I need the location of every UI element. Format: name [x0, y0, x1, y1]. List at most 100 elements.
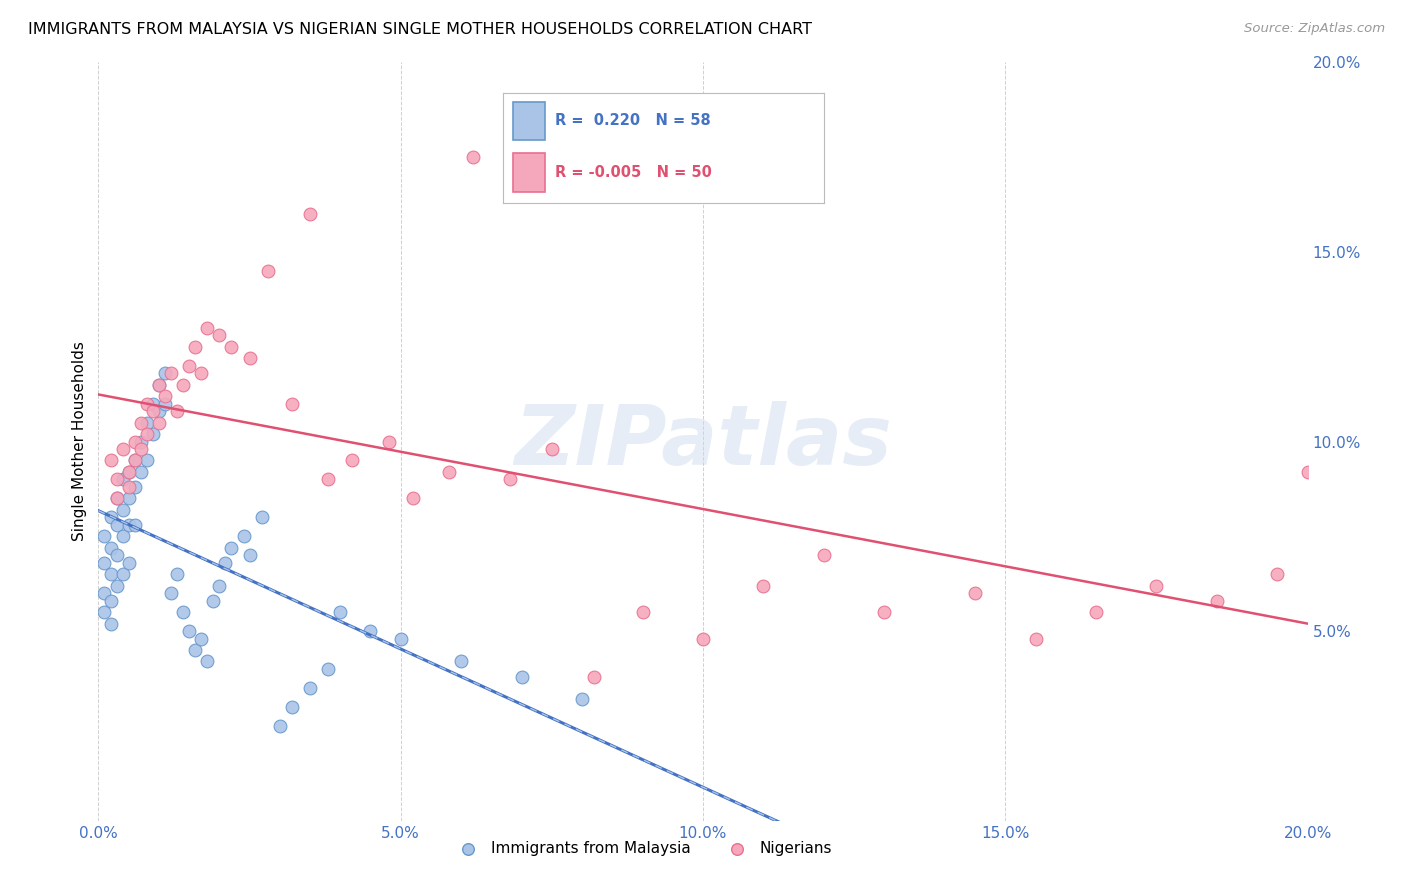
Point	[105, 548, 128, 563]
Point	[190, 632, 212, 646]
Point	[142, 427, 165, 442]
Point	[463, 150, 485, 164]
Point	[208, 579, 231, 593]
Point	[250, 510, 273, 524]
Point	[202, 594, 225, 608]
Point	[100, 594, 122, 608]
Point	[299, 681, 322, 695]
Point	[118, 465, 141, 479]
Point	[100, 453, 122, 467]
Point	[124, 453, 146, 467]
Point	[111, 567, 134, 582]
Point	[239, 351, 262, 366]
Point	[281, 699, 304, 714]
Point	[135, 427, 157, 442]
Point	[153, 396, 176, 410]
Point	[389, 632, 412, 646]
Point	[93, 556, 115, 570]
Point	[124, 480, 146, 494]
Point	[873, 605, 896, 619]
Point	[1267, 567, 1289, 582]
Point	[377, 434, 399, 449]
Point	[129, 416, 152, 430]
Point	[129, 434, 152, 449]
Text: ZIPatlas: ZIPatlas	[515, 401, 891, 482]
Point	[100, 567, 122, 582]
Point	[124, 517, 146, 532]
Y-axis label: Single Mother Households: Single Mother Households	[72, 342, 87, 541]
Point	[105, 473, 128, 487]
Point	[118, 556, 141, 570]
Point	[142, 396, 165, 410]
Point	[571, 692, 593, 706]
Point	[221, 541, 243, 555]
Point	[195, 320, 218, 334]
Point	[118, 491, 141, 506]
Point	[1024, 632, 1046, 646]
Point	[172, 377, 194, 392]
Point	[437, 465, 460, 479]
Point	[281, 396, 304, 410]
Point	[142, 404, 165, 418]
Point	[221, 340, 243, 354]
Point	[190, 366, 212, 380]
Point	[752, 579, 775, 593]
Point	[329, 605, 352, 619]
Point	[111, 503, 134, 517]
Point	[179, 359, 201, 373]
Point	[184, 340, 207, 354]
Point	[135, 416, 157, 430]
Point	[813, 548, 835, 563]
Point	[118, 517, 141, 532]
Legend: Immigrants from Malaysia, Nigerians: Immigrants from Malaysia, Nigerians	[447, 835, 838, 863]
Point	[450, 655, 472, 669]
Point	[105, 579, 128, 593]
Point	[124, 434, 146, 449]
Point	[93, 586, 115, 600]
Point	[135, 453, 157, 467]
Point	[1085, 605, 1108, 619]
Point	[360, 624, 382, 639]
Point	[179, 624, 201, 639]
Point	[111, 442, 134, 457]
Point	[153, 389, 176, 403]
Point	[239, 548, 262, 563]
Point	[124, 453, 146, 467]
Point	[299, 207, 322, 221]
Point	[316, 473, 339, 487]
Point	[111, 529, 134, 543]
Point	[100, 510, 122, 524]
Point	[105, 491, 128, 506]
Point	[129, 465, 152, 479]
Point	[118, 465, 141, 479]
Point	[965, 586, 987, 600]
Point	[148, 404, 170, 418]
Point	[402, 491, 425, 506]
Point	[1144, 579, 1167, 593]
Point	[129, 442, 152, 457]
Point	[166, 567, 188, 582]
Point	[118, 480, 141, 494]
Point	[269, 719, 291, 733]
Point	[540, 442, 562, 457]
Point	[631, 605, 654, 619]
Point	[100, 541, 122, 555]
Text: Source: ZipAtlas.com: Source: ZipAtlas.com	[1244, 22, 1385, 36]
Point	[232, 529, 254, 543]
Point	[342, 453, 364, 467]
Point	[498, 473, 520, 487]
Point	[105, 517, 128, 532]
Point	[148, 377, 170, 392]
Point	[93, 529, 115, 543]
Point	[1206, 594, 1229, 608]
Point	[160, 366, 183, 380]
Point	[148, 416, 170, 430]
Point	[1296, 465, 1319, 479]
Point	[93, 605, 115, 619]
Point	[583, 669, 606, 684]
Point	[195, 655, 218, 669]
Point	[153, 366, 176, 380]
Point	[148, 377, 170, 392]
Point	[510, 669, 533, 684]
Point	[316, 662, 339, 676]
